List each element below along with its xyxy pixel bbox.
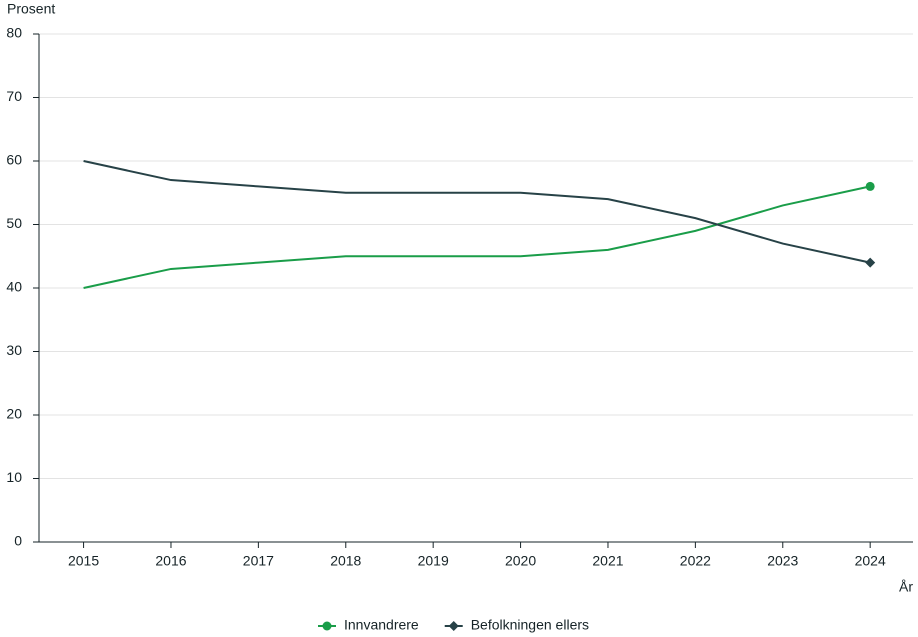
legend-label: Innvandrere xyxy=(344,617,419,633)
y-axis-label: Prosent xyxy=(7,1,55,17)
x-axis-label: År xyxy=(899,579,913,595)
y-tick-label: 80 xyxy=(6,25,22,41)
series-line xyxy=(83,185,871,289)
x-tick-label: 2015 xyxy=(68,553,99,569)
x-tick-label: 2024 xyxy=(855,553,886,569)
y-tick-label: 0 xyxy=(14,533,22,549)
x-tick-label: 2017 xyxy=(243,553,274,569)
legend-marker xyxy=(322,621,332,631)
x-tick-label: 2022 xyxy=(680,553,711,569)
marker xyxy=(865,181,875,191)
y-tick-label: 10 xyxy=(6,469,22,485)
legend: Innvandrere Befolkningen ellers xyxy=(318,617,589,633)
x-tick-label: 2018 xyxy=(330,553,361,569)
x-tick-label: 2021 xyxy=(592,553,623,569)
x-tick-label: 2016 xyxy=(155,553,186,569)
legend-label: Befolkningen ellers xyxy=(471,617,589,633)
legend-marker xyxy=(448,621,459,631)
x-tick-label: 2019 xyxy=(418,553,449,569)
y-tick-label: 60 xyxy=(6,152,22,168)
y-tick-label: 30 xyxy=(6,342,22,358)
x-tick-label: 2020 xyxy=(505,553,536,569)
y-tick-label: 40 xyxy=(6,279,22,295)
marker xyxy=(865,257,876,268)
y-tick-label: 70 xyxy=(6,88,22,104)
series-line xyxy=(83,160,871,264)
x-tick-label: 2023 xyxy=(767,553,798,569)
y-tick-label: 20 xyxy=(6,406,22,422)
y-tick-label: 50 xyxy=(6,215,22,231)
